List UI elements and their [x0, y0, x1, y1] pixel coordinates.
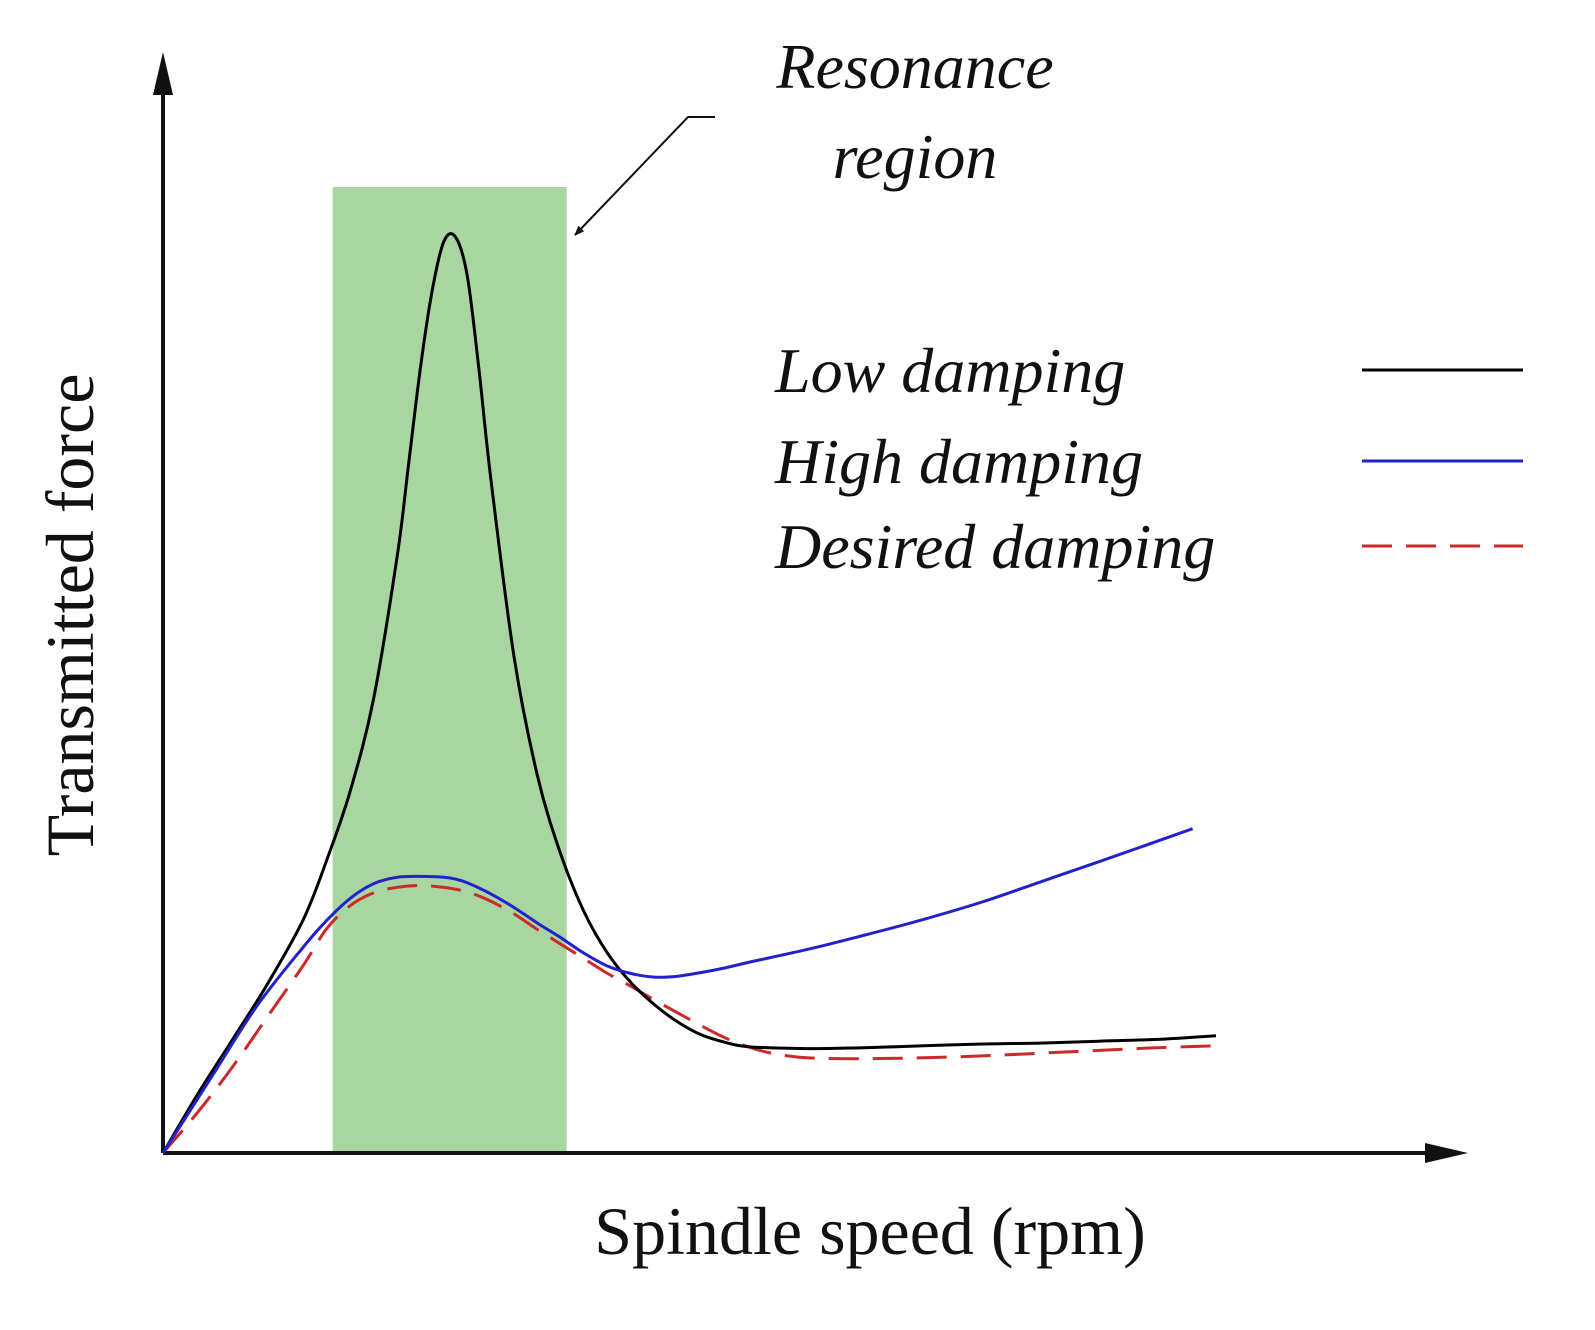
legend: Low damping High damping Desired damping: [774, 335, 1523, 582]
y-axis-arrow: [153, 52, 173, 95]
x-axis-label: Spindle speed (rpm): [594, 1193, 1145, 1269]
series-line-desired-damping: [161, 884, 1217, 1154]
legend-label-low-damping: Low damping: [774, 335, 1125, 406]
y-axis-label: Transmitted force: [32, 374, 108, 857]
legend-label-high-damping: High damping: [774, 426, 1143, 497]
resonance-annotation: Resonance region: [574, 31, 1054, 236]
resonance-region-band: [332, 187, 567, 1153]
series-line-low-damping: [161, 232, 1217, 1154]
x-axis-arrow: [1425, 1143, 1468, 1163]
series-layer: [161, 232, 1217, 1154]
annotation-line-1: Resonance: [775, 31, 1053, 102]
annotation-line-2: region: [833, 121, 998, 192]
series-line-high-damping: [161, 827, 1194, 1154]
legend-label-desired-damping: Desired damping: [774, 511, 1215, 582]
annotation-leader-line: [574, 116, 715, 236]
